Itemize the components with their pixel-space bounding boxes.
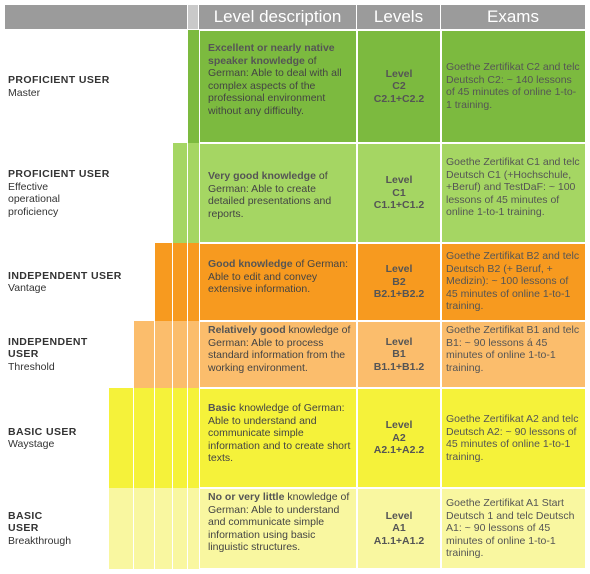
level-code: A2	[392, 431, 406, 444]
desc-bold: Excellent or nearly native speaker knowl…	[208, 42, 335, 67]
step-bar	[172, 143, 187, 243]
level-cell-b1: Level B1 B1.1+B1.2	[357, 321, 441, 388]
exam-cell-a2: Goethe Zertifikat A2 and telc Deutsch A2…	[441, 388, 586, 488]
desc-rest: of German: Able to edit and convey exten…	[208, 258, 349, 296]
step-bar	[187, 321, 199, 388]
step-bar	[108, 488, 133, 569]
step-bar	[154, 488, 172, 569]
level-word: Level	[385, 419, 413, 432]
level-cell-a1: Level A1 A1.1+A1.2	[357, 488, 441, 569]
level-word: Level	[385, 174, 413, 187]
user-subgroup: Vantage	[8, 282, 47, 294]
level-description-b1: Relatively good knowledge of German: Abl…	[199, 321, 357, 388]
desc-bold: Relatively good	[208, 324, 286, 336]
level-cell-c2: Level C2 C2.1+C2.2	[357, 30, 441, 143]
header-level-description: Level description	[199, 5, 357, 29]
user-group: PROFICIENT USER	[8, 168, 110, 180]
user-subgroup: Waystage	[8, 438, 55, 450]
user-subgroup: Effective operational proficiency	[8, 180, 60, 218]
step-bar	[133, 488, 154, 569]
level-sub: C2.1+C2.2	[373, 92, 425, 105]
row-label-b1: INDEPENDENT USER Threshold	[0, 321, 130, 388]
level-cell-b2: Level B2 B2.1+B2.2	[357, 243, 441, 321]
step-bar	[133, 388, 154, 488]
exam-cell-c1: Goethe Zertifikat C1 and telc Deutsch C1…	[441, 143, 586, 243]
exam-cell-c2: Goethe Zertifikat C2 and telc Deutsch C2…	[441, 30, 586, 143]
user-group: INDEPENDENT USER	[8, 269, 122, 282]
level-code: A1	[392, 522, 406, 535]
step-bar	[172, 321, 187, 388]
level-description-b2: Good knowledge of German: Able to edit a…	[199, 243, 357, 321]
step-bar	[172, 388, 187, 488]
step-bar	[172, 488, 187, 569]
row-label-b2: INDEPENDENT USER Vantage	[0, 243, 130, 321]
step-bar	[187, 388, 199, 488]
user-group: BASIC USER	[8, 509, 43, 535]
level-word: Level	[385, 263, 413, 276]
level-description-c1: Very good knowledge of German: Able to c…	[199, 143, 357, 243]
step-bar	[172, 243, 187, 321]
level-sub: B1.1+B1.2	[373, 360, 425, 373]
desc-rest: of German: Able to create detailed prese…	[208, 170, 332, 220]
user-group: INDEPENDENT USER	[8, 335, 88, 361]
user-group: BASIC USER	[8, 425, 77, 438]
step-bar	[187, 143, 199, 243]
user-subgroup: Threshold	[8, 360, 55, 373]
header-levels: Levels	[357, 5, 441, 29]
step-bar	[108, 388, 133, 488]
level-word: Level	[385, 509, 413, 522]
row-label-a2: BASIC USER Waystage	[0, 388, 130, 488]
desc-bold: Very good knowledge	[208, 170, 316, 182]
level-word: Level	[385, 335, 413, 348]
level-code: B1	[392, 348, 406, 361]
exam-cell-b1: Goethe Zertifikat B1 and telc B1: ~ 90 l…	[441, 321, 586, 388]
desc-bold: Basic	[208, 402, 237, 414]
desc-bold: Good knowledge	[208, 258, 293, 270]
level-code: B2	[392, 275, 406, 288]
level-description-a1: No or very little knowledge of German: A…	[199, 488, 357, 569]
step-bar	[133, 321, 154, 388]
step-bar	[154, 388, 172, 488]
level-sub: C1.1+C1.2	[373, 199, 425, 212]
step-bar	[154, 321, 172, 388]
row-label-c1: PROFICIENT USER Effective operational pr…	[0, 143, 130, 243]
desc-rest: knowledge of German: Able to understand …	[208, 402, 351, 465]
level-sub: A2.1+A2.2	[373, 444, 425, 457]
row-label-c2: PROFICIENT USER Master	[0, 30, 130, 143]
header-exams: Exams	[441, 5, 586, 29]
step-bar	[154, 243, 172, 321]
desc-rest: knowledge of German: Able to understand …	[208, 491, 350, 554]
level-cell-a2: Level A2 A2.1+A2.2	[357, 388, 441, 488]
level-description-c2: Excellent or nearly native speaker knowl…	[199, 30, 357, 143]
user-group: PROFICIENT USER	[8, 74, 110, 86]
desc-bold: No or very little	[208, 491, 285, 503]
header-stub	[5, 5, 187, 29]
step-bar	[187, 488, 199, 569]
level-sub: B2.1+B2.2	[373, 288, 425, 301]
desc-rest: knowledge of German: Able to process sta…	[208, 324, 351, 374]
level-cell-c1: Level C1 C1.1+C1.2	[357, 143, 441, 243]
desc-rest: of German: Able to deal with all complex…	[208, 54, 342, 117]
level-word: Level	[385, 67, 413, 80]
level-code: C2	[392, 80, 406, 93]
header-stub-light	[187, 5, 198, 29]
level-sub: A1.1+A1.2	[373, 534, 425, 547]
level-description-a2: Basic knowledge of German: Able to under…	[199, 388, 357, 488]
step-bar	[187, 30, 199, 143]
exam-cell-a1: Goethe Zertifikat A1 Start Deutsch 1 and…	[441, 488, 586, 569]
row-label-a1: BASIC USER Breakthrough	[0, 488, 130, 569]
level-code: C1	[392, 186, 406, 199]
step-bar	[187, 243, 199, 321]
user-subgroup: Breakthrough	[8, 534, 72, 547]
user-subgroup: Master	[8, 86, 41, 99]
exam-cell-b2: Goethe Zertifikat B2 and telc Deutsch B2…	[441, 243, 586, 321]
